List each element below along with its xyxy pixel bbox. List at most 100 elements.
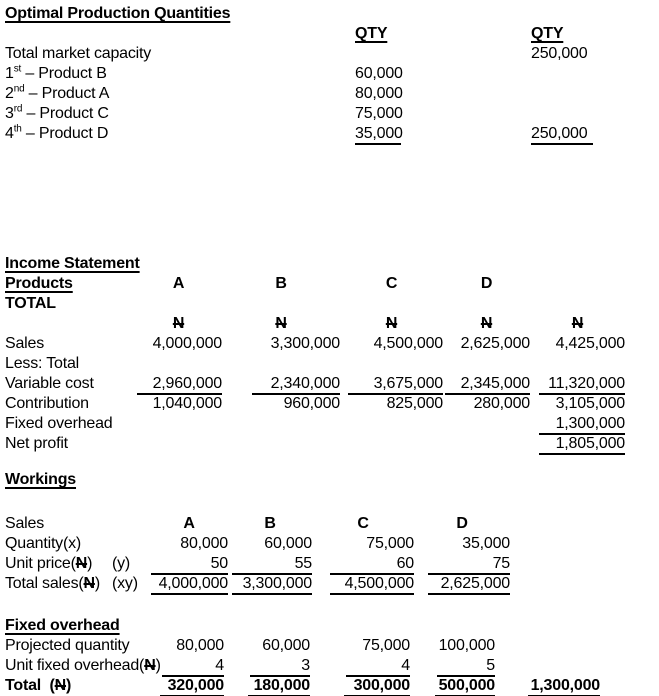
formula-symbol: (y): [112, 555, 131, 572]
workings-header-row: Sales A B C D: [5, 514, 659, 534]
value-c: 825,000: [386, 395, 444, 412]
qty1-value: 80,000: [355, 85, 403, 102]
value-a: 50: [150, 554, 228, 575]
value-a: 80,000: [180, 535, 228, 552]
qty-column-header-2: QTY: [531, 25, 564, 42]
total-column-label: TOTAL: [5, 295, 56, 312]
value-c: 4,500,000: [312, 574, 414, 595]
empty-cell: [510, 514, 604, 534]
value-c: 75,000: [366, 535, 414, 552]
row-label: 3rd – Product C: [5, 103, 109, 122]
empty-cell: [530, 274, 625, 294]
row-label: Total sales(N): [5, 575, 101, 592]
table-row: Total market capacity 250,000: [5, 44, 659, 64]
qty2-value: [531, 84, 659, 104]
qty2-value: [531, 64, 659, 84]
income-sales-row: Sales 4,000,000 3,300,000 4,500,000 2,62…: [5, 334, 659, 354]
value-a: 80,000: [176, 637, 224, 654]
row-label: Sales: [5, 335, 45, 352]
naira-symbol: N: [54, 677, 67, 694]
value-c: 4,500,000: [373, 335, 444, 352]
naira-symbol: N: [275, 315, 287, 332]
empty-cell: [112, 514, 150, 534]
income-currency-row: N N N N N: [5, 314, 659, 334]
table-row: 3rd – Product C 75,000: [5, 104, 659, 124]
row-label: Total (N): [5, 677, 72, 694]
col-header-d: D: [480, 275, 493, 292]
row-label: 1st – Product B: [5, 63, 107, 82]
empty-cell: [510, 554, 604, 575]
empty-cell: [340, 414, 443, 435]
value-d: 75: [414, 554, 510, 575]
naira-symbol: N: [75, 555, 88, 572]
table-row: 4th – Product D 35,000 250,000: [5, 123, 659, 145]
row-label: Contribution: [5, 395, 89, 412]
value-total: 3,105,000: [555, 395, 626, 412]
qty2-value: 250,000: [531, 124, 659, 145]
section-workings: Workings Sales A B C D Quantity(x) 80,00…: [5, 470, 659, 595]
workings-total-sales-row: Total sales(N) (xy) 4,000,000 3,300,000 …: [5, 574, 659, 595]
value-b: 3,300,000: [270, 335, 341, 352]
value-a: 4: [160, 656, 224, 677]
qty2-value: 250,000: [531, 45, 588, 62]
row-label: Variable cost: [5, 375, 94, 392]
value-d: 500,000: [410, 676, 495, 696]
value-d: 2,625,000: [460, 335, 531, 352]
value-d: 2,625,000: [414, 574, 510, 595]
value-b: 3: [224, 656, 310, 677]
income-contribution-row: Contribution 1,040,000 960,000 825,000 2…: [5, 394, 659, 414]
empty-cell: [443, 434, 530, 455]
value-b: 60,000: [262, 637, 310, 654]
empty-cell: [495, 636, 600, 656]
value-c: 75,000: [362, 637, 410, 654]
naira-symbol: N: [480, 315, 493, 332]
row-label: Unit price(N): [5, 555, 93, 572]
value-b: 960,000: [283, 395, 341, 412]
value-b: 2,340,000: [222, 374, 340, 395]
empty-cell: [5, 24, 355, 44]
value-c: 60: [312, 554, 414, 575]
col-header-c: C: [385, 275, 398, 292]
value-total: 1,300,000: [530, 414, 625, 435]
empty-cell: [222, 434, 340, 455]
empty-cell: [5, 314, 135, 334]
ordinal-superscript: st: [13, 63, 22, 75]
value-d: 100,000: [438, 637, 496, 654]
qty1-value: 75,000: [355, 105, 403, 122]
row-label: Sales: [5, 515, 45, 532]
value-c: 300,000: [310, 676, 410, 696]
table-row: 2nd – Product A 80,000: [5, 84, 659, 104]
value-d: 280,000: [473, 395, 531, 412]
empty-cell: [495, 656, 600, 677]
naira-symbol: N: [385, 315, 398, 332]
value-a: 1,040,000: [152, 395, 223, 412]
value-total: 11,320,000: [530, 374, 625, 395]
products-label: Products: [5, 275, 73, 292]
col-header-a: A: [183, 515, 195, 532]
naira-symbol: N: [172, 315, 185, 332]
naira-symbol: N: [144, 657, 156, 674]
section-optimal-production: Optimal Production Quantities QTY QTY To…: [5, 4, 659, 145]
empty-cell: [112, 534, 150, 554]
empty-cell: [510, 574, 604, 595]
value-a: 2,960,000: [135, 374, 222, 395]
col-header-b: B: [264, 515, 276, 532]
row-label: Less: Total: [5, 355, 79, 372]
empty-cell: [222, 414, 340, 435]
value-total: 1,300,000: [495, 676, 600, 696]
value-b: 180,000: [224, 676, 310, 696]
row-label: 4th – Product D: [5, 123, 109, 142]
naira-symbol: N: [571, 315, 584, 332]
empty-cell: [443, 414, 530, 435]
section-title: Optimal Production Quantities: [5, 5, 231, 22]
income-less-row: Less: Total: [5, 354, 659, 374]
col-header-b: B: [275, 275, 287, 292]
fo-total-row: Total (N) 320,000 180,000 300,000 500,00…: [5, 676, 659, 696]
qty1-value: 60,000: [355, 65, 403, 82]
ordinal-superscript: nd: [13, 83, 25, 95]
row-label: Net profit: [5, 435, 68, 452]
col-header-d: D: [456, 515, 468, 532]
value-c: 4: [310, 656, 410, 677]
row-label: Projected quantity: [5, 637, 130, 654]
